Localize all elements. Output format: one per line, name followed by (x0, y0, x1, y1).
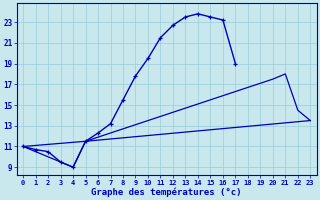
X-axis label: Graphe des températures (°c): Graphe des températures (°c) (92, 187, 242, 197)
